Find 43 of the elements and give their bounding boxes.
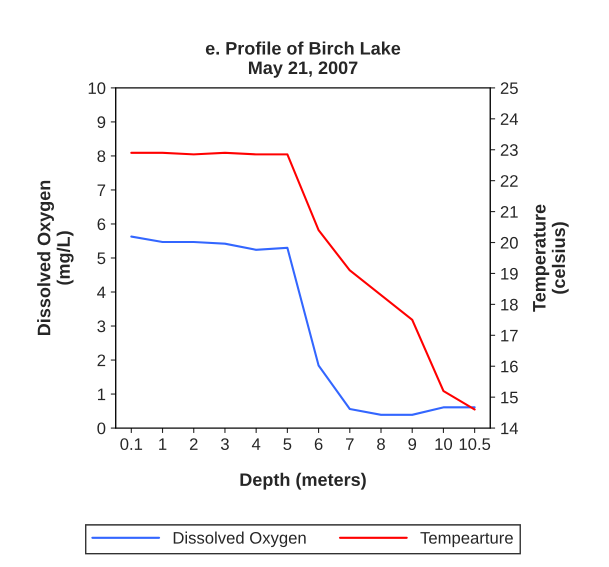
x-tick-label: 9 xyxy=(408,438,416,450)
y2-tick-label: 14 xyxy=(501,422,518,434)
chart-title: e. Profile of Birch Lake May 21, 2007 xyxy=(206,41,400,78)
y-tick-label: 10 xyxy=(88,82,106,94)
y-tick-label: 6 xyxy=(98,218,106,230)
x-tick-label: 4 xyxy=(252,438,260,450)
y2-tick-label: 15 xyxy=(501,392,518,404)
x-tick-label: 5 xyxy=(283,438,292,450)
y2-tick-label: 21 xyxy=(500,206,518,218)
x-tick-label: 0.1 xyxy=(120,438,142,450)
y2-tick-label: 23 xyxy=(500,144,518,156)
y2-tick-label: 18 xyxy=(501,298,518,311)
y2-tick-label: 22 xyxy=(500,175,518,187)
x-tick-label: 6 xyxy=(314,438,322,450)
y-tick-label: 5 xyxy=(97,252,106,264)
y-tick-label: 9 xyxy=(98,116,106,128)
y-tick-label: 1 xyxy=(98,388,106,400)
y2-tick-label: 17 xyxy=(501,330,518,342)
line-series xyxy=(130,236,476,416)
y-tick-label: 2 xyxy=(98,354,106,366)
y-tick-label: 4 xyxy=(97,286,106,298)
y-tick-label: 7 xyxy=(98,184,106,196)
x-axis-title: Depth (meters) xyxy=(240,472,366,490)
y2-tick-label: 20 xyxy=(500,236,518,249)
y2-tick-label: 19 xyxy=(501,268,518,280)
line-series xyxy=(130,152,476,411)
x-tick-label: 10.5 xyxy=(460,438,490,450)
y2-tick-label: 16 xyxy=(501,360,518,372)
y-tick-label: 0 xyxy=(97,422,106,434)
x-tick-label: 1 xyxy=(159,438,166,450)
x-tick-label: 7 xyxy=(346,438,354,450)
y-tick-label: 8 xyxy=(97,150,106,162)
x-tick-label: 3 xyxy=(220,438,229,450)
y-axis-title: Dissolved Oxygen (mg/L) xyxy=(37,180,74,336)
legend-label: Dissolved Oxygen xyxy=(174,532,306,548)
y-tick-label: 3 xyxy=(97,320,106,332)
y2-tick-label: 25 xyxy=(500,82,518,94)
x-tick-label: 2 xyxy=(190,438,198,450)
legend-label: Tempearture xyxy=(420,532,513,548)
y2-tick-label: 24 xyxy=(500,113,518,125)
x-tick-label: 10 xyxy=(435,438,452,450)
y2-axis-title: Temperature (celsius) xyxy=(533,204,569,312)
x-tick-label: 8 xyxy=(377,438,385,450)
